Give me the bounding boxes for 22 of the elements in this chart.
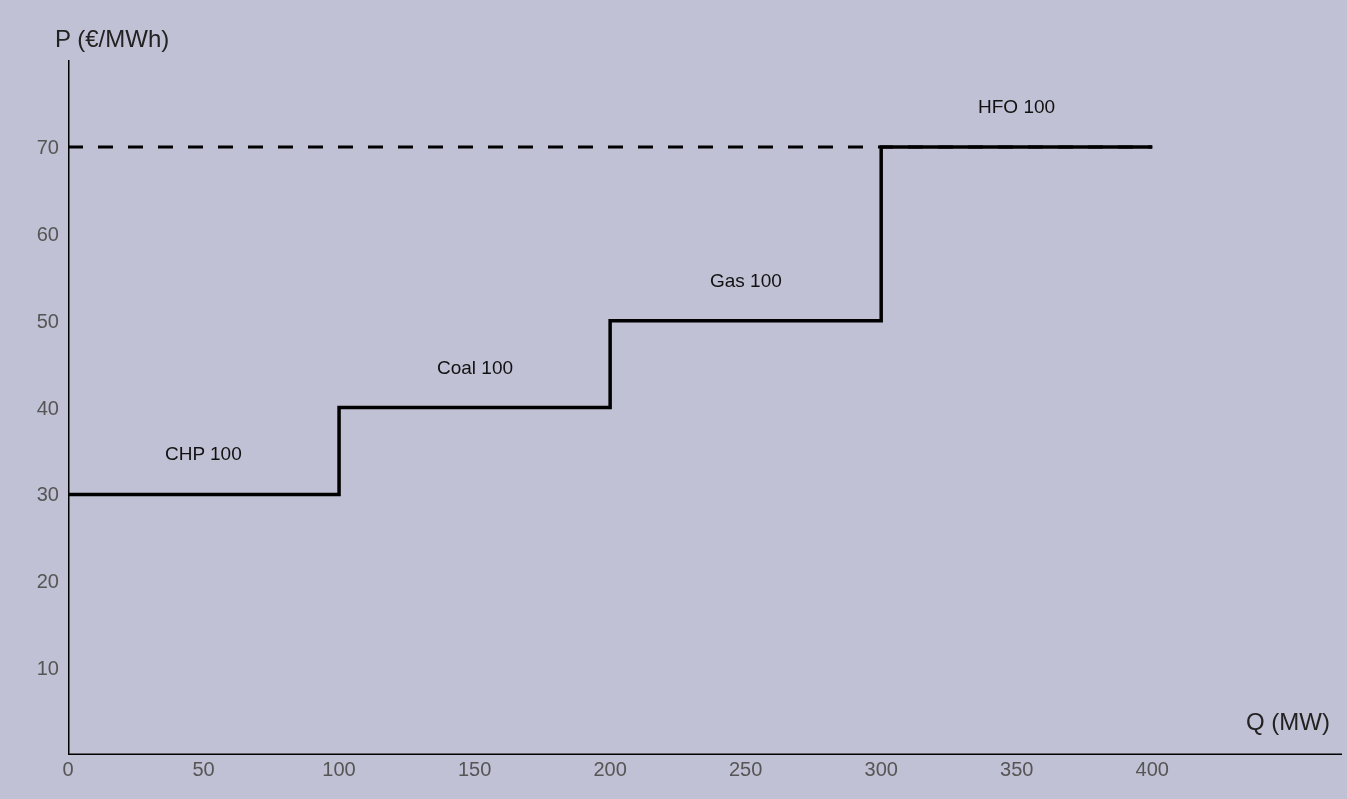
x-tick-label: 50 [192, 758, 215, 780]
x-tick-label: 0 [62, 758, 74, 780]
annotation: HFO 100 [978, 96, 1056, 117]
y-tick-label: 70 [36, 135, 59, 158]
y-tick-label: 40 [36, 396, 59, 419]
y-tick-label: 30 [36, 483, 59, 506]
x-axis-title: Q (MW) [1246, 708, 1330, 735]
x-tick-label: 400 [1135, 758, 1169, 780]
annotation: CHP 100 [165, 443, 242, 464]
x-tick-label: 200 [593, 758, 627, 780]
y-tick-label: 10 [36, 657, 59, 680]
x-tick-label: 100 [322, 758, 356, 780]
annotation: Coal 100 [437, 357, 514, 378]
y-tick-label: 60 [36, 222, 59, 245]
x-tick-label: 150 [457, 758, 492, 780]
x-tick-label: 350 [1000, 758, 1034, 780]
x-tick-label: 250 [728, 758, 763, 780]
x-tick-label: 300 [864, 758, 898, 780]
y-tick-label: 20 [36, 570, 59, 593]
y-tick-label: 50 [36, 309, 59, 332]
annotation: Gas 100 [710, 270, 782, 291]
y-axis-title: P (€/MWh) [55, 25, 170, 52]
